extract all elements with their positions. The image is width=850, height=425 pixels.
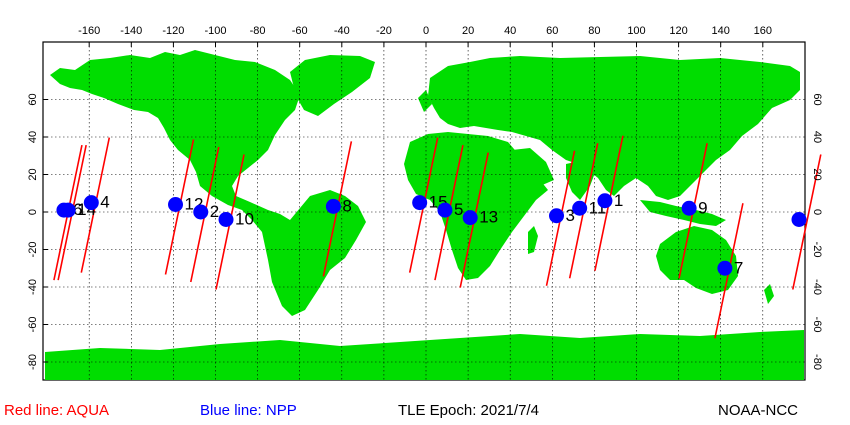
pass-marker (412, 195, 428, 211)
pass-label: 10 (235, 210, 254, 229)
pass-marker (791, 212, 807, 227)
y-tick-label-right: -20 (811, 242, 823, 258)
y-tick-label-right: -40 (811, 279, 823, 295)
x-tick-label: -20 (376, 25, 392, 37)
pass-marker (572, 200, 588, 216)
axis-ticks: -160 -140 -120 -100 -80 -60 -40 -20 0 20 40 60 80 100… (27, 25, 823, 370)
y-tick-label-right: 40 (811, 131, 823, 143)
land-australia (656, 226, 738, 294)
aqua-track-line (792, 154, 822, 290)
land-europe-asia (428, 56, 800, 200)
tle-epoch: TLE Epoch: 2021/7/4 (398, 402, 539, 419)
pass-marker (218, 212, 234, 227)
pass-marker (168, 197, 184, 212)
pass-marker (437, 202, 453, 218)
land-antarctica (45, 330, 804, 380)
pass-marker (549, 208, 565, 224)
y-tick-label-right: -60 (811, 317, 823, 333)
land-madagascar (528, 226, 538, 254)
pass-marker (193, 204, 209, 220)
x-tick-label: -100 (204, 25, 226, 37)
y-tick-label-right: 0 (811, 209, 823, 215)
pass-label: 5 (454, 200, 463, 219)
x-tick-label: 140 (712, 25, 730, 37)
x-tick-label: -160 (78, 25, 100, 37)
x-tick-label: 100 (627, 25, 645, 37)
x-tick-label: 40 (504, 25, 516, 37)
x-tick-label: -60 (292, 25, 308, 37)
land-southeast-asia-islands (640, 200, 726, 226)
pass-label: 4 (100, 193, 109, 212)
land-masses (45, 50, 804, 380)
legend-aqua: Red line: AQUA (4, 402, 110, 419)
credit-label: NOAA-NCC (718, 402, 799, 419)
land-new-zealand (764, 284, 774, 304)
pass-label: 8 (342, 196, 351, 215)
y-tick-label-left: 0 (27, 209, 39, 215)
y-tick-label-right: -80 (811, 354, 823, 370)
pass-markers: 614 4 12 2 108 15 5 13 3 11 1 97 (56, 191, 807, 277)
land-greenland (290, 55, 375, 116)
x-tick-label: -40 (334, 25, 350, 37)
land-africa (404, 132, 548, 280)
x-tick-label: 160 (754, 25, 772, 37)
x-tick-label: -120 (162, 25, 184, 37)
legend-npp: Blue line: NPP (200, 402, 297, 419)
x-tick-label: 80 (588, 25, 600, 37)
pass-label: 6 (73, 200, 82, 219)
y-tick-label-left: 40 (27, 131, 39, 143)
land-arabia (512, 148, 554, 186)
x-tick-label: 0 (423, 25, 429, 37)
x-tick-label: 120 (669, 25, 687, 37)
pass-marker (325, 198, 341, 214)
pass-marker (83, 195, 99, 211)
y-tick-label-left: 60 (27, 93, 39, 105)
x-tick-label: -140 (120, 25, 142, 37)
land-japan (708, 110, 724, 142)
land-uk (418, 90, 432, 112)
x-tick-label: 20 (462, 25, 474, 37)
pass-marker (60, 202, 76, 218)
pass-label: 1 (614, 191, 623, 210)
y-tick-label-left: -80 (27, 354, 39, 370)
pass-label: 13 (479, 208, 498, 227)
y-tick-label-left: 20 (27, 168, 39, 180)
land-india (566, 160, 596, 200)
y-tick-label-left: -20 (27, 242, 39, 258)
pass-label: 9 (698, 198, 707, 217)
y-tick-label-right: 60 (811, 93, 823, 105)
pass-label: 7 (734, 258, 743, 277)
y-tick-label-left: -40 (27, 279, 39, 295)
pass-marker (597, 193, 613, 209)
pass-marker (462, 210, 478, 226)
pass-label: 3 (566, 206, 575, 225)
x-tick-label: 60 (546, 25, 558, 37)
y-tick-label-left: -60 (27, 317, 39, 333)
pass-label: 2 (210, 202, 219, 221)
pass-marker (681, 200, 697, 216)
y-tick-label-right: 20 (811, 168, 823, 180)
pass-marker (717, 260, 733, 276)
x-tick-label: -80 (250, 25, 266, 37)
